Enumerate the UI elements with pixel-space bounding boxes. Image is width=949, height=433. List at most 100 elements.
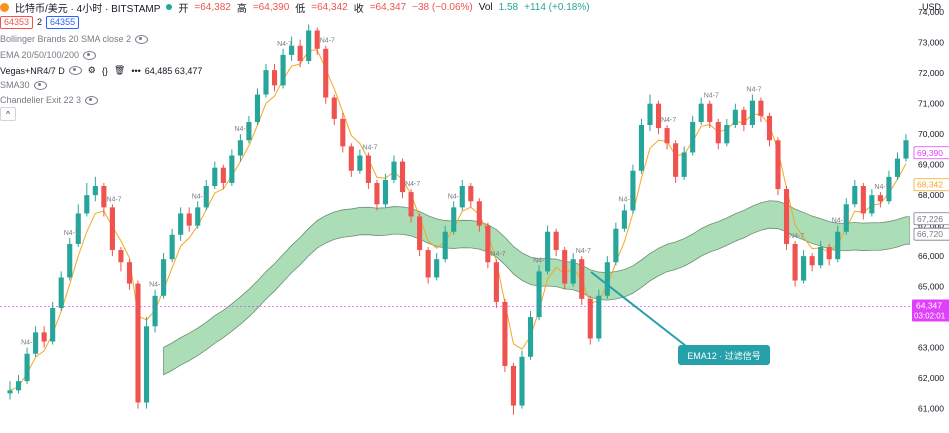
annotation-label[interactable]: EMA12 · 过滤信号 xyxy=(678,345,770,365)
candle xyxy=(502,298,508,373)
candle xyxy=(399,158,406,199)
ask-button[interactable]: 64355 xyxy=(46,15,80,29)
candle-body xyxy=(280,54,286,86)
indicator-label: EMA 20/50/100/200 xyxy=(0,50,80,60)
vol-change: +114 (+0.18%) xyxy=(524,1,590,13)
indicator-chandelier[interactable]: Chandelier Exit 22 3 xyxy=(0,95,99,105)
candle xyxy=(118,246,124,272)
candle-body xyxy=(801,256,807,281)
vol-label: Vol xyxy=(478,1,493,13)
indicator-label: Vegas+NR4/7 D xyxy=(0,65,65,76)
candle-body xyxy=(323,48,329,98)
y-tick-label: 65,000 xyxy=(918,282,944,292)
y-tick-label: 62,000 xyxy=(918,373,944,383)
eye-icon[interactable] xyxy=(85,95,99,105)
candle-body xyxy=(673,143,679,177)
candle-body xyxy=(468,186,474,202)
candle xyxy=(246,115,252,144)
indicator-bollinger[interactable]: Bollinger Brands 20 SMA close 2 xyxy=(0,34,149,44)
indicator-vegas[interactable]: Vegas+NR4/7 D ⚙ {} 🗑 ••• 64,485 63,477 xyxy=(0,65,202,76)
candle-body xyxy=(732,109,738,126)
trash-icon[interactable]: 🗑 xyxy=(113,65,126,75)
candle xyxy=(7,381,13,400)
bitcoin-icon xyxy=(0,2,9,12)
candle-body xyxy=(186,213,192,226)
candle xyxy=(886,170,892,205)
candle-body xyxy=(161,259,167,296)
candle-body xyxy=(903,140,909,159)
candle-body xyxy=(527,317,534,357)
candle xyxy=(101,182,107,217)
eye-icon[interactable] xyxy=(83,50,97,60)
candle xyxy=(229,149,235,187)
source-code-icon[interactable]: {} xyxy=(101,65,108,76)
eye-icon[interactable] xyxy=(33,80,47,90)
vol-value: 1.58 xyxy=(498,1,519,13)
candle xyxy=(374,179,380,211)
high-label: 高 xyxy=(236,3,247,15)
candle xyxy=(715,118,721,150)
candle-body xyxy=(254,94,261,122)
candle-body xyxy=(758,100,764,116)
candle-body xyxy=(476,201,482,226)
candle xyxy=(297,39,303,68)
candle-body xyxy=(655,103,662,129)
more-icon[interactable]: ••• xyxy=(131,65,141,76)
candle xyxy=(775,137,781,196)
y-tick-label: 66,000 xyxy=(918,251,944,261)
candle xyxy=(84,182,90,217)
collapse-indicators-button[interactable]: ^ xyxy=(0,107,16,121)
candle-body xyxy=(835,231,841,260)
candle xyxy=(604,256,610,299)
candle xyxy=(476,198,482,232)
candle xyxy=(15,375,22,394)
nr-marker: N4-7 xyxy=(490,251,505,258)
bar-countdown: 03:02:01 xyxy=(914,312,946,321)
candle-body xyxy=(715,121,721,144)
settings-icon[interactable]: ⚙ xyxy=(87,65,96,75)
candle xyxy=(758,97,764,122)
candle xyxy=(254,88,261,126)
symbol-title[interactable]: 比特币/美元 · 4小时 · BITSTAMP xyxy=(15,3,161,15)
candle xyxy=(519,350,525,409)
indicator-ema[interactable]: EMA 20/50/100/200 xyxy=(0,50,97,60)
ema12-line xyxy=(9,49,907,391)
candle xyxy=(314,27,320,55)
candle xyxy=(408,189,414,223)
indicator-sma30[interactable]: SMA30 xyxy=(0,80,47,90)
y-tick-label: 70,000 xyxy=(918,129,944,139)
candle xyxy=(340,112,346,153)
open-label: 开 xyxy=(178,3,189,15)
candle xyxy=(690,115,696,156)
axis-unit-label: USD xyxy=(922,2,942,12)
candle xyxy=(271,64,278,92)
candle xyxy=(527,311,534,360)
candle-body xyxy=(749,100,755,126)
price-label-box xyxy=(913,146,949,160)
candle-body xyxy=(596,295,602,339)
eye-icon[interactable] xyxy=(135,34,149,44)
candle-body xyxy=(630,170,636,211)
candle-body xyxy=(126,262,133,284)
nr-marker: N4-7 xyxy=(106,196,121,203)
candle-body xyxy=(417,216,423,251)
candle xyxy=(732,103,738,129)
nr-marker: N4-7 xyxy=(618,196,633,203)
candle-body xyxy=(229,155,235,183)
bid-button[interactable]: 64353 xyxy=(0,15,34,29)
candle-body xyxy=(485,225,491,263)
candle-body xyxy=(664,128,670,144)
eye-icon[interactable] xyxy=(68,66,82,75)
candle xyxy=(638,118,645,174)
candle-body xyxy=(724,125,730,144)
nr-markers: N4-7 N4-7 N4-7 N4-7 N4-7 N4-7 N4-7 N4-7 N4-7 N4-7… xyxy=(21,38,890,347)
candle-body xyxy=(681,152,687,177)
candle-body xyxy=(195,207,201,226)
candle xyxy=(741,106,747,132)
candle xyxy=(579,256,585,305)
candle-body xyxy=(425,250,431,278)
indicator-label: Chandelier Exit 22 3 xyxy=(0,95,82,105)
candle xyxy=(596,289,602,342)
